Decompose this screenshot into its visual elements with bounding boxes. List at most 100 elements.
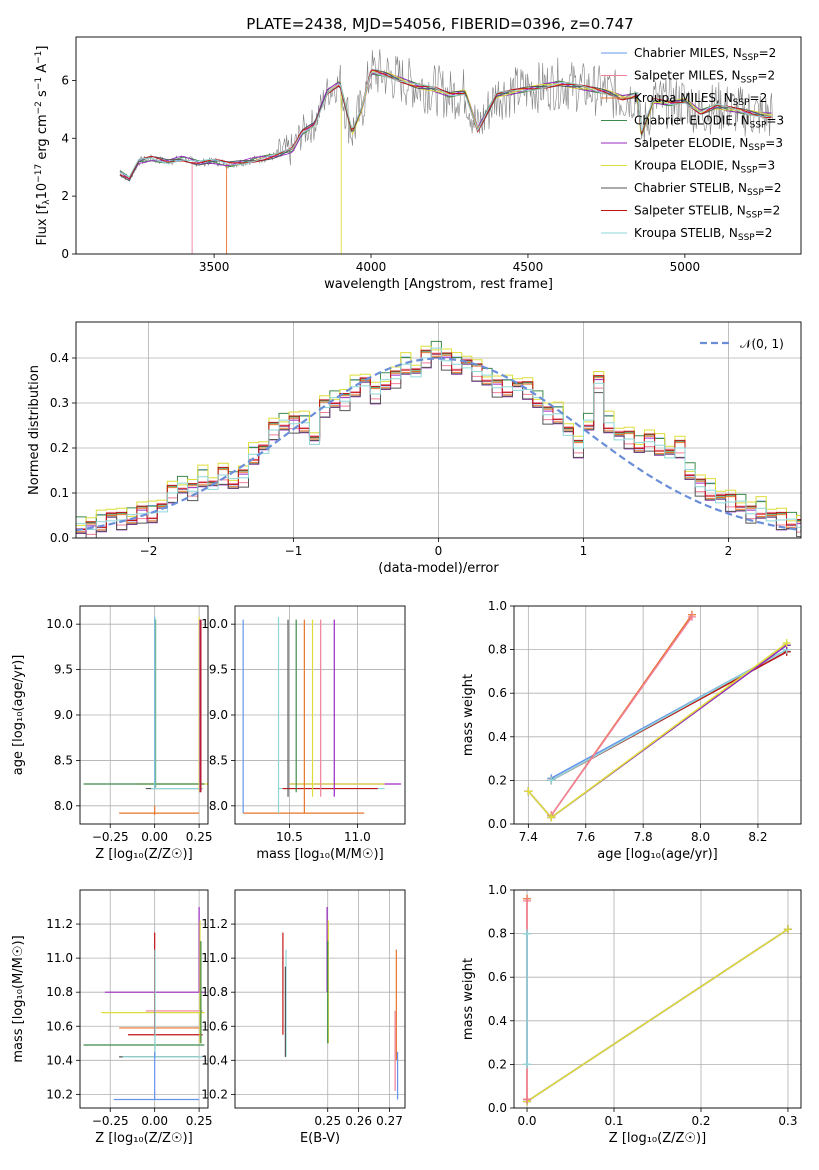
y-label-part: −17 <box>34 164 44 183</box>
y-tick-label: 0.6 <box>488 970 507 984</box>
weight-point <box>523 896 532 905</box>
mass-vs-metallicity-panel: −0.25 0.00 0.25 10.2 10.4 10.6 10.8 11.0 11.2 Z [… <box>11 889 213 1146</box>
mass-vs-ebv-panel: 0.25 0.26 0.27 10.2 10.4 10.6 10.8 11.0 11.2 E(B-… <box>201 889 406 1146</box>
legend-name: Chabrier STELIB, N <box>634 181 747 195</box>
model-spectrum-8 <box>119 71 772 178</box>
plot-area <box>76 340 801 538</box>
x-tick-label: −1 <box>285 544 303 558</box>
legend-tail: =3 <box>765 136 783 150</box>
x-axis-label: age [log₁₀(age/yr)] <box>597 847 718 862</box>
y-tick-label: 0.4 <box>488 730 507 744</box>
legend-label: Chabrier STELIB, NSSP=2 <box>634 181 782 198</box>
y-tick-label: 1.0 <box>488 883 507 897</box>
y-axis-label: mass weight <box>461 958 476 1040</box>
y-tick-label: 6 <box>61 73 69 87</box>
x-tick-label: 4000 <box>356 260 387 274</box>
axes-frame <box>234 605 406 825</box>
x-tick-label: 0.25 <box>186 830 213 844</box>
y-tick-label: 11.2 <box>201 917 228 931</box>
legend-name: Salpeter STELIB, N <box>634 204 746 218</box>
y-tick-label: 0.0 <box>50 531 69 545</box>
plot-area <box>282 907 399 1100</box>
y-tick-label: 11.0 <box>46 951 73 965</box>
y-label-part: λ <box>42 199 52 205</box>
legend-label: Chabrier MILES, NSSP=2 <box>634 46 776 63</box>
model-spectrum-7 <box>119 69 772 180</box>
y-tick-label: 9.0 <box>54 708 73 722</box>
legend-sub: SSP <box>741 76 758 86</box>
legend-name: Kroupa STELIB, N <box>634 226 738 240</box>
legend-sub: SSP <box>733 98 750 108</box>
weight-point <box>687 612 696 621</box>
legend-name: Kroupa ELODIE, N <box>634 159 741 173</box>
weight-vs-metallicity-panel: 0.0 0.1 0.2 0.3 0.0 0.2 0.4 0.6 0.8 1.0 Z [log₁₀(Z… <box>461 883 802 1146</box>
y-tick-label: 4 <box>61 131 69 145</box>
x-tick-label: 8.0 <box>691 830 710 844</box>
legend-name: Chabrier ELODIE, N <box>634 114 750 128</box>
y-tick-label: 0.2 <box>488 773 507 787</box>
x-tick-label: −2 <box>140 544 158 558</box>
legend-tail: =3 <box>757 159 775 173</box>
y-axis-label: age [log₁₀(age/yr)] <box>11 655 26 776</box>
legend-sub: SSP <box>742 53 759 63</box>
y-tick-label: 0.0 <box>488 1101 507 1115</box>
x-tick-label: 0.0 <box>517 1114 536 1128</box>
legend-sub: SSP <box>746 211 763 221</box>
y-label-part: s <box>35 90 50 101</box>
spectrum-panel: 3500 4000 4500 5000 0 2 4 6 wavelength [Angstrom… <box>34 36 802 292</box>
normal-distribution-curve <box>76 357 801 532</box>
y-label-part: A <box>35 64 50 77</box>
y-tick-label: 10.8 <box>201 985 228 999</box>
axes-frame <box>79 889 209 1109</box>
legend-name: Salpeter MILES, N <box>634 69 741 83</box>
x-tick-label: 0 <box>435 544 443 558</box>
x-tick-label: 0.00 <box>141 1114 168 1128</box>
histogram-series-0 <box>76 350 801 531</box>
y-tick-label: 0.2 <box>50 441 69 455</box>
legend-label: Salpeter STELIB, NSSP=2 <box>634 204 780 221</box>
legend-label: Kroupa ELODIE, NSSP=3 <box>634 159 775 176</box>
x-tick-label: 0.3 <box>778 1114 797 1128</box>
age-vs-metallicity-panel: −0.25 0.00 0.25 8.0 8.5 9.0 9.5 10.0 Z [log₁₀(Z/… <box>11 605 213 862</box>
y-axis-label: Flux [fλ10−17 erg cm−2 s−1 A−1] <box>34 46 52 246</box>
figure-title: PLATE=2438, MJD=54056, FIBERID=0396, z=0… <box>246 15 633 33</box>
x-tick-label: 5000 <box>670 260 701 274</box>
x-tick-label: 11.0 <box>344 830 371 844</box>
histogram-series-1 <box>76 352 801 535</box>
x-tick-label: 3500 <box>199 260 230 274</box>
x-tick-label: 0.25 <box>186 1114 213 1128</box>
y-tick-label: 8.5 <box>209 753 228 767</box>
y-axis-label: mass [log₁₀(M/M☉)] <box>11 935 26 1062</box>
y-tick-label: 0.3 <box>50 396 69 410</box>
y-tick-label: 8.5 <box>54 753 73 767</box>
age-vs-mass-panel: 10.5 11.0 8.0 8.5 9.0 9.5 10.0 mass [log₁₀(M/M☉… <box>201 605 406 862</box>
histogram-series-2 <box>76 352 801 533</box>
weight-line-5 <box>527 642 788 819</box>
x-axis-label: E(B-V) <box>300 1131 340 1146</box>
x-tick-label: 1 <box>580 544 588 558</box>
legend-tail: =2 <box>755 226 773 240</box>
y-tick-label: 0 <box>61 247 69 261</box>
y-tick-label: 10.8 <box>46 985 73 999</box>
weight-point <box>783 925 792 934</box>
y-tick-label: 9.0 <box>209 708 228 722</box>
x-axis-label: Z [log₁₀(Z/Z☉)] <box>609 1131 706 1146</box>
legend-tail: =2 <box>759 46 777 60</box>
axes-frame <box>234 889 406 1109</box>
y-label-part: 10 <box>35 183 50 200</box>
legend-tail: =2 <box>750 91 768 105</box>
weight-point <box>523 1060 532 1069</box>
plot-area <box>524 610 791 822</box>
plot-area <box>83 907 205 1101</box>
y-tick-label: 10.6 <box>46 1019 73 1033</box>
y-tick-label: 0.0 <box>488 817 507 831</box>
legend-sub: SSP <box>741 166 758 176</box>
axes-frame <box>513 605 802 825</box>
y-tick-label: 10.4 <box>46 1053 73 1067</box>
x-axis-label: Z [log₁₀(Z/Z☉)] <box>95 1131 192 1146</box>
y-tick-label: 0.2 <box>488 1057 507 1071</box>
legend-tail: =2 <box>757 69 775 83</box>
x-tick-label: 0.25 <box>314 1114 341 1128</box>
x-tick-label: 7.6 <box>576 830 595 844</box>
